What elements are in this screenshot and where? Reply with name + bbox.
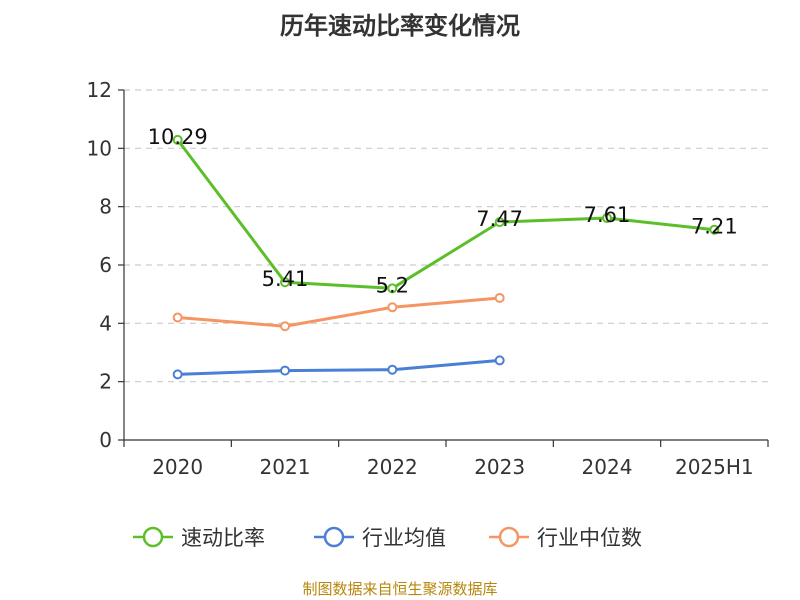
data-point [709, 224, 720, 235]
series-line-1 [177, 358, 500, 376]
legend-marker-icon [133, 526, 173, 548]
legend-item-series-1[interactable]: 行业均值 [312, 520, 446, 554]
data-point [387, 302, 398, 313]
data-label: 7.47 [476, 207, 523, 231]
legend-marker-icon [314, 526, 354, 548]
data-label: 7.61 [584, 203, 631, 227]
source-note: 制图数据来自恒生聚源数据库 [302, 580, 498, 598]
data-label: 10.29 [148, 125, 208, 149]
x-tick-label: 2022 [367, 455, 418, 479]
y-tick-label: 2 [99, 370, 112, 394]
data-point [602, 213, 612, 224]
data-point [387, 364, 398, 375]
legend: 速动比率 行业均值 行业中位数 [0, 520, 800, 554]
data-point [280, 277, 290, 288]
legend-label: 速动比率 [181, 526, 265, 550]
x-tick-label: 2025H1 [675, 455, 754, 479]
series-line-0 [176, 138, 715, 290]
data-point [494, 292, 505, 303]
series-line-2 [177, 296, 500, 328]
chart-title: 历年速动比率变化情况 [280, 12, 520, 40]
legend-item-series-2[interactable]: 行业中位数 [487, 520, 642, 554]
data-point [494, 217, 505, 228]
y-tick-label: 6 [99, 253, 112, 277]
x-tick-label: 2020 [152, 455, 203, 479]
x-tick-label: 2024 [582, 455, 633, 479]
data-label: 7.21 [691, 215, 738, 239]
data-point [280, 321, 290, 332]
legend-label: 行业均值 [362, 526, 446, 550]
data-point [494, 355, 505, 366]
y-tick-label: 0 [99, 428, 112, 452]
legend-label: 行业中位数 [537, 526, 642, 550]
data-point [172, 312, 183, 323]
data-point [387, 283, 398, 294]
legend-marker-icon [489, 526, 529, 548]
data-point [280, 365, 290, 376]
data-point [172, 134, 183, 145]
y-tick-label: 8 [99, 195, 112, 219]
y-tick-label: 12 [87, 78, 112, 102]
x-tick-label: 2023 [474, 455, 525, 479]
y-tick-label: 4 [99, 311, 112, 335]
data-label: 5.2 [376, 273, 409, 297]
data-label: 5.41 [262, 267, 309, 291]
data-point [172, 369, 183, 380]
legend-item-series-0[interactable]: 速动比率 [131, 520, 265, 554]
x-tick-label: 2021 [260, 455, 311, 479]
y-tick-label: 10 [87, 136, 112, 160]
